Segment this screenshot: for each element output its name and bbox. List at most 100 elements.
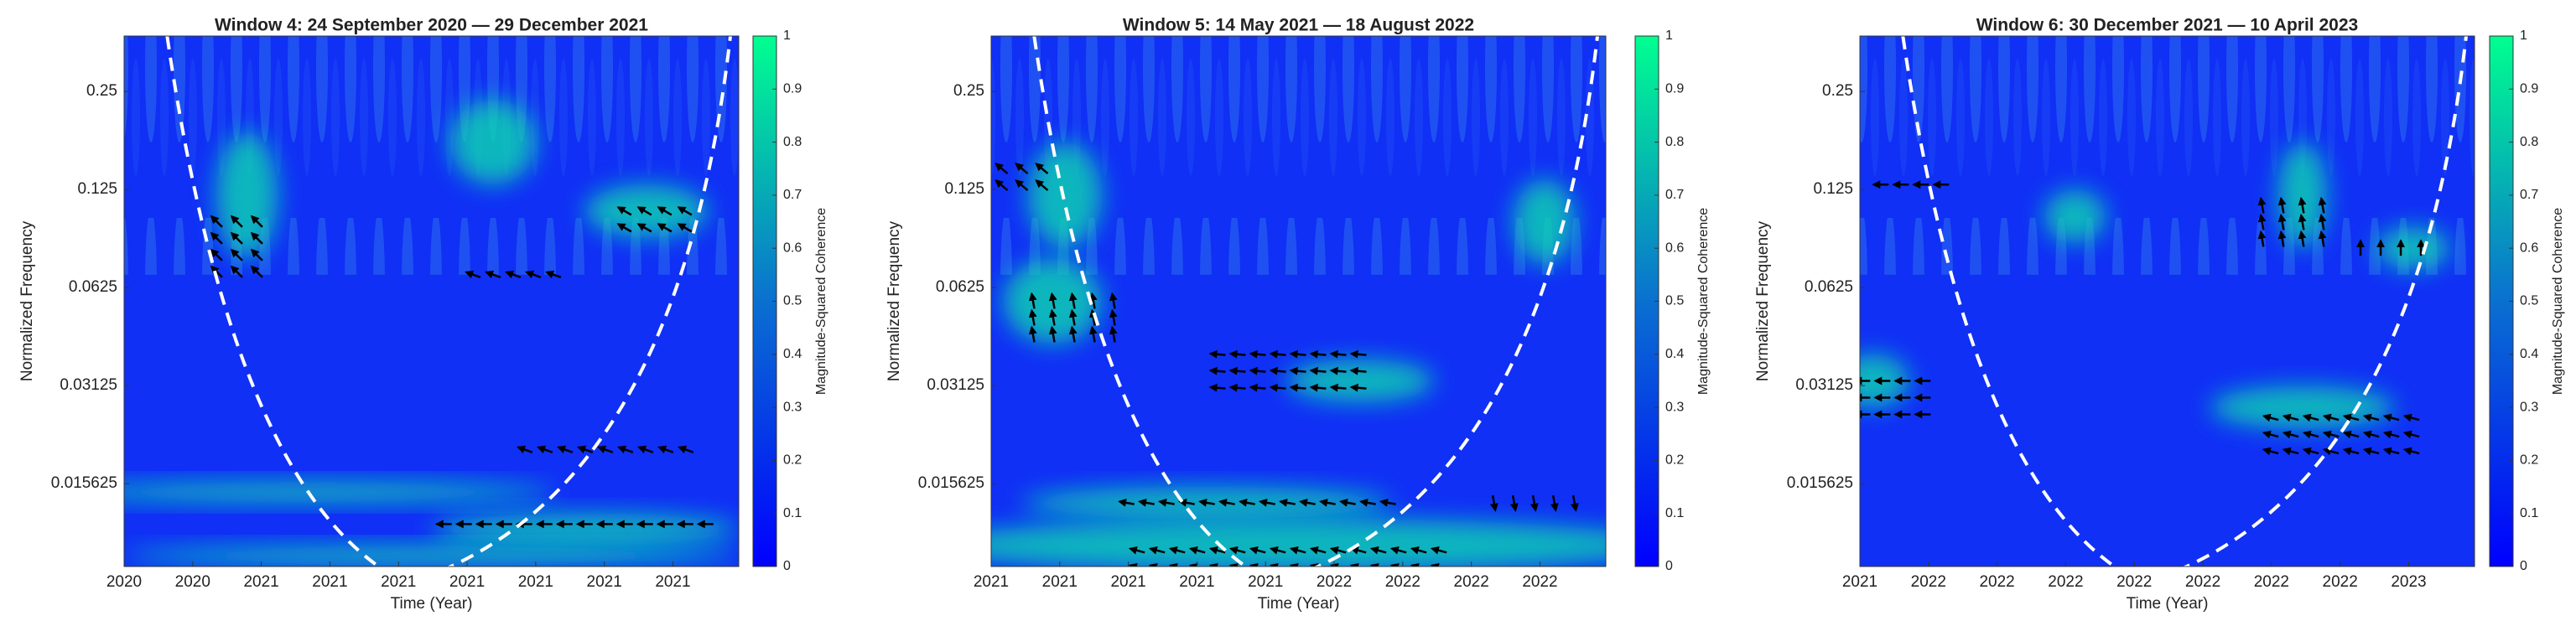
cone-of-influence (165, 36, 732, 567)
phase-arrow (1188, 546, 1206, 555)
phase-arrow (2257, 196, 2267, 214)
phase-arrow (210, 215, 223, 228)
phase-arrow (250, 215, 263, 228)
phase-arrow (1138, 498, 1155, 507)
colorbar-label: Magnitude-Squared Coherence (1696, 208, 1711, 395)
phase-arrow (210, 265, 223, 278)
phase-arrow (1068, 325, 1078, 343)
phase-arrow (1068, 308, 1078, 326)
phase-arrow (2257, 230, 2267, 247)
phase-arrow (2277, 213, 2287, 230)
colorbar-tick-label: 0.1 (2520, 506, 2538, 520)
colorbar-tick-label: 1 (2520, 28, 2527, 43)
phase-arrow (1389, 562, 1400, 567)
phase-arrow (1259, 498, 1275, 507)
x-tick-label: 2022 (1911, 573, 1946, 591)
phase-arrow (1269, 562, 1280, 567)
phase-arrow (2277, 230, 2287, 247)
colorbar-tick-label: 0.8 (1665, 135, 1684, 149)
panel-title: Window 6: 30 December 2021 — 10 April 20… (1976, 16, 2358, 35)
phase-arrow (1309, 562, 1320, 567)
colorbar-tick-label: 0.3 (783, 400, 802, 414)
phase-arrow (2262, 447, 2279, 456)
phase-arrow (616, 223, 632, 233)
coherence-region (124, 481, 555, 504)
phase-arrow (1289, 383, 1306, 392)
phase-arrow (2382, 413, 2400, 422)
phase-arrow (1109, 308, 1118, 326)
phase-arrow (677, 223, 693, 233)
phase-arrow (657, 223, 673, 233)
phase-arrow (1289, 562, 1300, 567)
phase-arrow (1218, 498, 1235, 507)
colorbar-tick-label: 0.3 (1665, 400, 1684, 414)
phase-arrow (230, 231, 243, 245)
phase-arrow (1289, 546, 1306, 555)
phase-arrow (1109, 292, 1118, 309)
y-tick-label: 0.0625 (69, 278, 117, 296)
x-tick-label: 2021 (518, 573, 553, 591)
y-axis-label: Normalized Frequency (18, 220, 36, 381)
phase-arrow (2257, 213, 2267, 230)
phase-arrow (2322, 430, 2340, 439)
phase-arrow (1228, 383, 1246, 392)
phase-arrow (1249, 546, 1266, 555)
x-tick-label: 2022 (2185, 573, 2220, 591)
panel: Window 5: 14 May 2021 — 18 August 2022 Ti… (886, 16, 1711, 613)
phase-arrow (1035, 163, 1049, 174)
x-axis-label: Time (Year) (1258, 595, 1340, 613)
x-tick-label: 2021 (974, 573, 1009, 591)
phase-arrow (1389, 546, 1407, 555)
phase-arrow (1329, 546, 1347, 555)
colorbar-tick-label: 0.2 (783, 453, 802, 468)
phase-arrow (210, 231, 223, 245)
phase-arrow (1369, 546, 1387, 555)
phase-arrow (1410, 562, 1420, 567)
phase-arrow (1028, 308, 1037, 326)
x-tick-label: 2021 (1179, 573, 1214, 591)
phase-arrow (2302, 447, 2319, 456)
phase-arrow (1289, 366, 1306, 375)
phase-arrow (1249, 366, 1266, 375)
phase-arrow (1369, 562, 1380, 567)
phase-arrow (636, 206, 652, 216)
phase-arrow (1309, 349, 1327, 359)
phase-arrow (1048, 325, 1057, 343)
phase-arrow (517, 445, 533, 454)
coherence-region (1514, 178, 1576, 265)
phase-arrow (2322, 413, 2340, 422)
phase-arrow (1228, 546, 1246, 555)
phase-arrow (2302, 413, 2319, 422)
phase-arrow (1148, 546, 1166, 555)
colorbar-tick-label: 0 (2520, 559, 2527, 573)
phase-arrow (1570, 494, 1579, 512)
y-tick-label: 0.0625 (936, 278, 984, 296)
heatmap-texture (1860, 36, 2475, 275)
phase-arrow (1349, 562, 1360, 567)
phase-arrow (2277, 196, 2287, 214)
colorbar-tick-label: 0.6 (1665, 241, 1684, 255)
colorbar-tick-label: 1 (783, 28, 791, 43)
phase-arrow (2282, 430, 2299, 439)
phase-arrow (2318, 196, 2327, 214)
phase-arrow (2342, 430, 2360, 439)
colorbar-tick-label: 0.9 (1665, 82, 1684, 96)
phase-arrow (250, 248, 263, 261)
x-tick-label: 2022 (2254, 573, 2289, 591)
colorbar-tick-label: 0.1 (1665, 506, 1684, 520)
phase-arrow (1028, 325, 1037, 343)
colorbar-tick-label: 0.9 (2520, 82, 2538, 96)
colorbar-tick-label: 0.3 (2520, 400, 2538, 414)
phase-arrow (1349, 349, 1367, 359)
phase-arrow (1249, 562, 1259, 567)
phase-arrow (505, 270, 522, 279)
phase-arrow (1349, 383, 1367, 392)
phase-arrow (2342, 447, 2360, 456)
y-tick-label: 0.015625 (918, 474, 984, 492)
phase-arrow (1269, 349, 1286, 359)
colorbar-tick-label: 0.1 (783, 506, 802, 520)
cone-of-influence (1901, 36, 2468, 567)
colorbar-tick-label: 0 (1665, 559, 1673, 573)
colorbar-tick-label: 0.2 (2520, 453, 2538, 468)
